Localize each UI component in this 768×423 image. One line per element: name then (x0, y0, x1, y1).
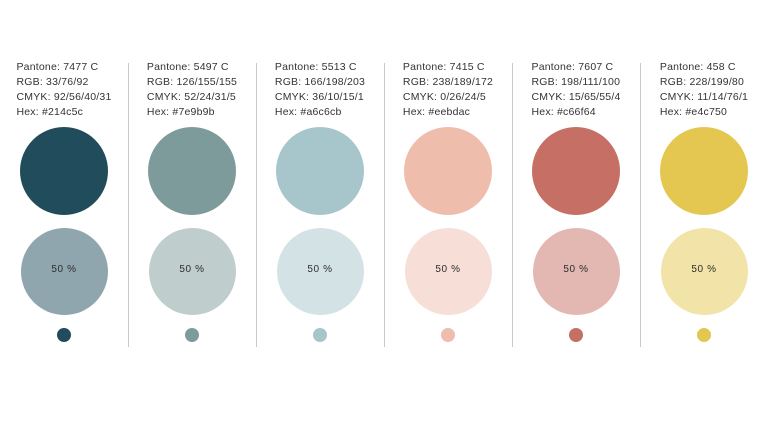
tint-percentage-label: 50 % (307, 264, 333, 275)
spec-rgb: RGB: 126/155/155 (146, 76, 238, 88)
tint-percentage-label: 50 % (179, 264, 205, 275)
spec-cmyk: CMYK: 0/26/24/5 (402, 91, 486, 103)
swatch-column-7415c: Pantone: 7415 C RGB: 238/189/172 CMYK: 0… (384, 0, 512, 423)
color-circle-100 (276, 127, 364, 215)
color-circle-50: 50 % (20, 228, 108, 315)
spec-rgb: RGB: 166/198/203 (274, 76, 366, 88)
column-divider (512, 63, 513, 347)
color-spec: Pantone: 7607 C RGB: 198/111/100 CMYK: 1… (532, 60, 621, 120)
spec-pantone: Pantone: 7415 C (402, 61, 485, 73)
color-spec: Pantone: 458 C RGB: 228/199/80 CMYK: 11/… (660, 60, 748, 120)
color-circle-50: 50 % (148, 228, 236, 315)
spec-hex: Hex: #c66f64 (531, 106, 596, 118)
color-circle-50: 50 % (404, 228, 492, 315)
spec-hex: Hex: #e4c750 (659, 106, 728, 118)
color-spec: Pantone: 5497 C RGB: 126/155/155 CMYK: 5… (147, 60, 237, 120)
tint-percentage-label: 50 % (563, 264, 589, 275)
spec-cmyk: CMYK: 15/65/55/4 (531, 91, 621, 103)
spec-rgb: RGB: 33/76/92 (16, 76, 89, 88)
spec-pantone: Pantone: 7477 C (16, 61, 99, 73)
column-divider (128, 63, 129, 347)
color-circle-100 (532, 127, 620, 215)
tint-percentage-label: 50 % (435, 264, 461, 275)
swatch-column-5497c: Pantone: 5497 C RGB: 126/155/155 CMYK: 5… (128, 0, 256, 423)
spec-hex: Hex: #214c5c (16, 106, 84, 118)
spec-rgb: RGB: 228/199/80 (659, 76, 745, 88)
color-circle-100 (660, 127, 748, 215)
spec-cmyk: CMYK: 11/14/76/1 (659, 91, 749, 103)
spec-hex: Hex: #a6c6cb (274, 106, 342, 118)
spec-pantone: Pantone: 5497 C (146, 61, 229, 73)
color-dot (441, 328, 455, 342)
tint-percentage-label: 50 % (51, 264, 77, 275)
spec-pantone: Pantone: 5513 C (274, 61, 357, 73)
spec-cmyk: CMYK: 52/24/31/5 (146, 91, 236, 103)
spec-rgb: RGB: 238/189/172 (402, 76, 494, 88)
swatch-column-7477c: Pantone: 7477 C RGB: 33/76/92 CMYK: 92/5… (0, 0, 128, 423)
color-circle-100 (404, 127, 492, 215)
spec-rgb: RGB: 198/111/100 (531, 76, 621, 88)
tint-percentage-label: 50 % (691, 264, 717, 275)
swatch-column-5513c: Pantone: 5513 C RGB: 166/198/203 CMYK: 3… (256, 0, 384, 423)
spec-pantone: Pantone: 7607 C (531, 61, 614, 73)
spec-cmyk: CMYK: 36/10/15/1 (274, 91, 364, 103)
spec-hex: Hex: #7e9b9b (146, 106, 215, 118)
swatch-column-458c: Pantone: 458 C RGB: 228/199/80 CMYK: 11/… (640, 0, 768, 423)
color-circle-50: 50 % (532, 228, 620, 315)
color-circle-100 (20, 127, 108, 215)
color-dot (569, 328, 583, 342)
color-dot (57, 328, 71, 342)
spec-hex: Hex: #eebdac (402, 106, 471, 118)
color-dot (697, 328, 711, 342)
column-divider (384, 63, 385, 347)
color-spec: Pantone: 7477 C RGB: 33/76/92 CMYK: 92/5… (16, 60, 111, 120)
column-divider (256, 63, 257, 347)
color-spec: Pantone: 7415 C RGB: 238/189/172 CMYK: 0… (403, 60, 493, 120)
spec-cmyk: CMYK: 92/56/40/31 (16, 91, 112, 103)
color-spec: Pantone: 5513 C RGB: 166/198/203 CMYK: 3… (275, 60, 365, 120)
color-dot (313, 328, 327, 342)
column-divider (640, 63, 641, 347)
color-circle-50: 50 % (660, 228, 748, 315)
swatch-column-7607c: Pantone: 7607 C RGB: 198/111/100 CMYK: 1… (512, 0, 640, 423)
spec-pantone: Pantone: 458 C (659, 61, 736, 73)
color-circle-100 (148, 127, 236, 215)
color-circle-50: 50 % (276, 228, 364, 315)
color-dot (185, 328, 199, 342)
